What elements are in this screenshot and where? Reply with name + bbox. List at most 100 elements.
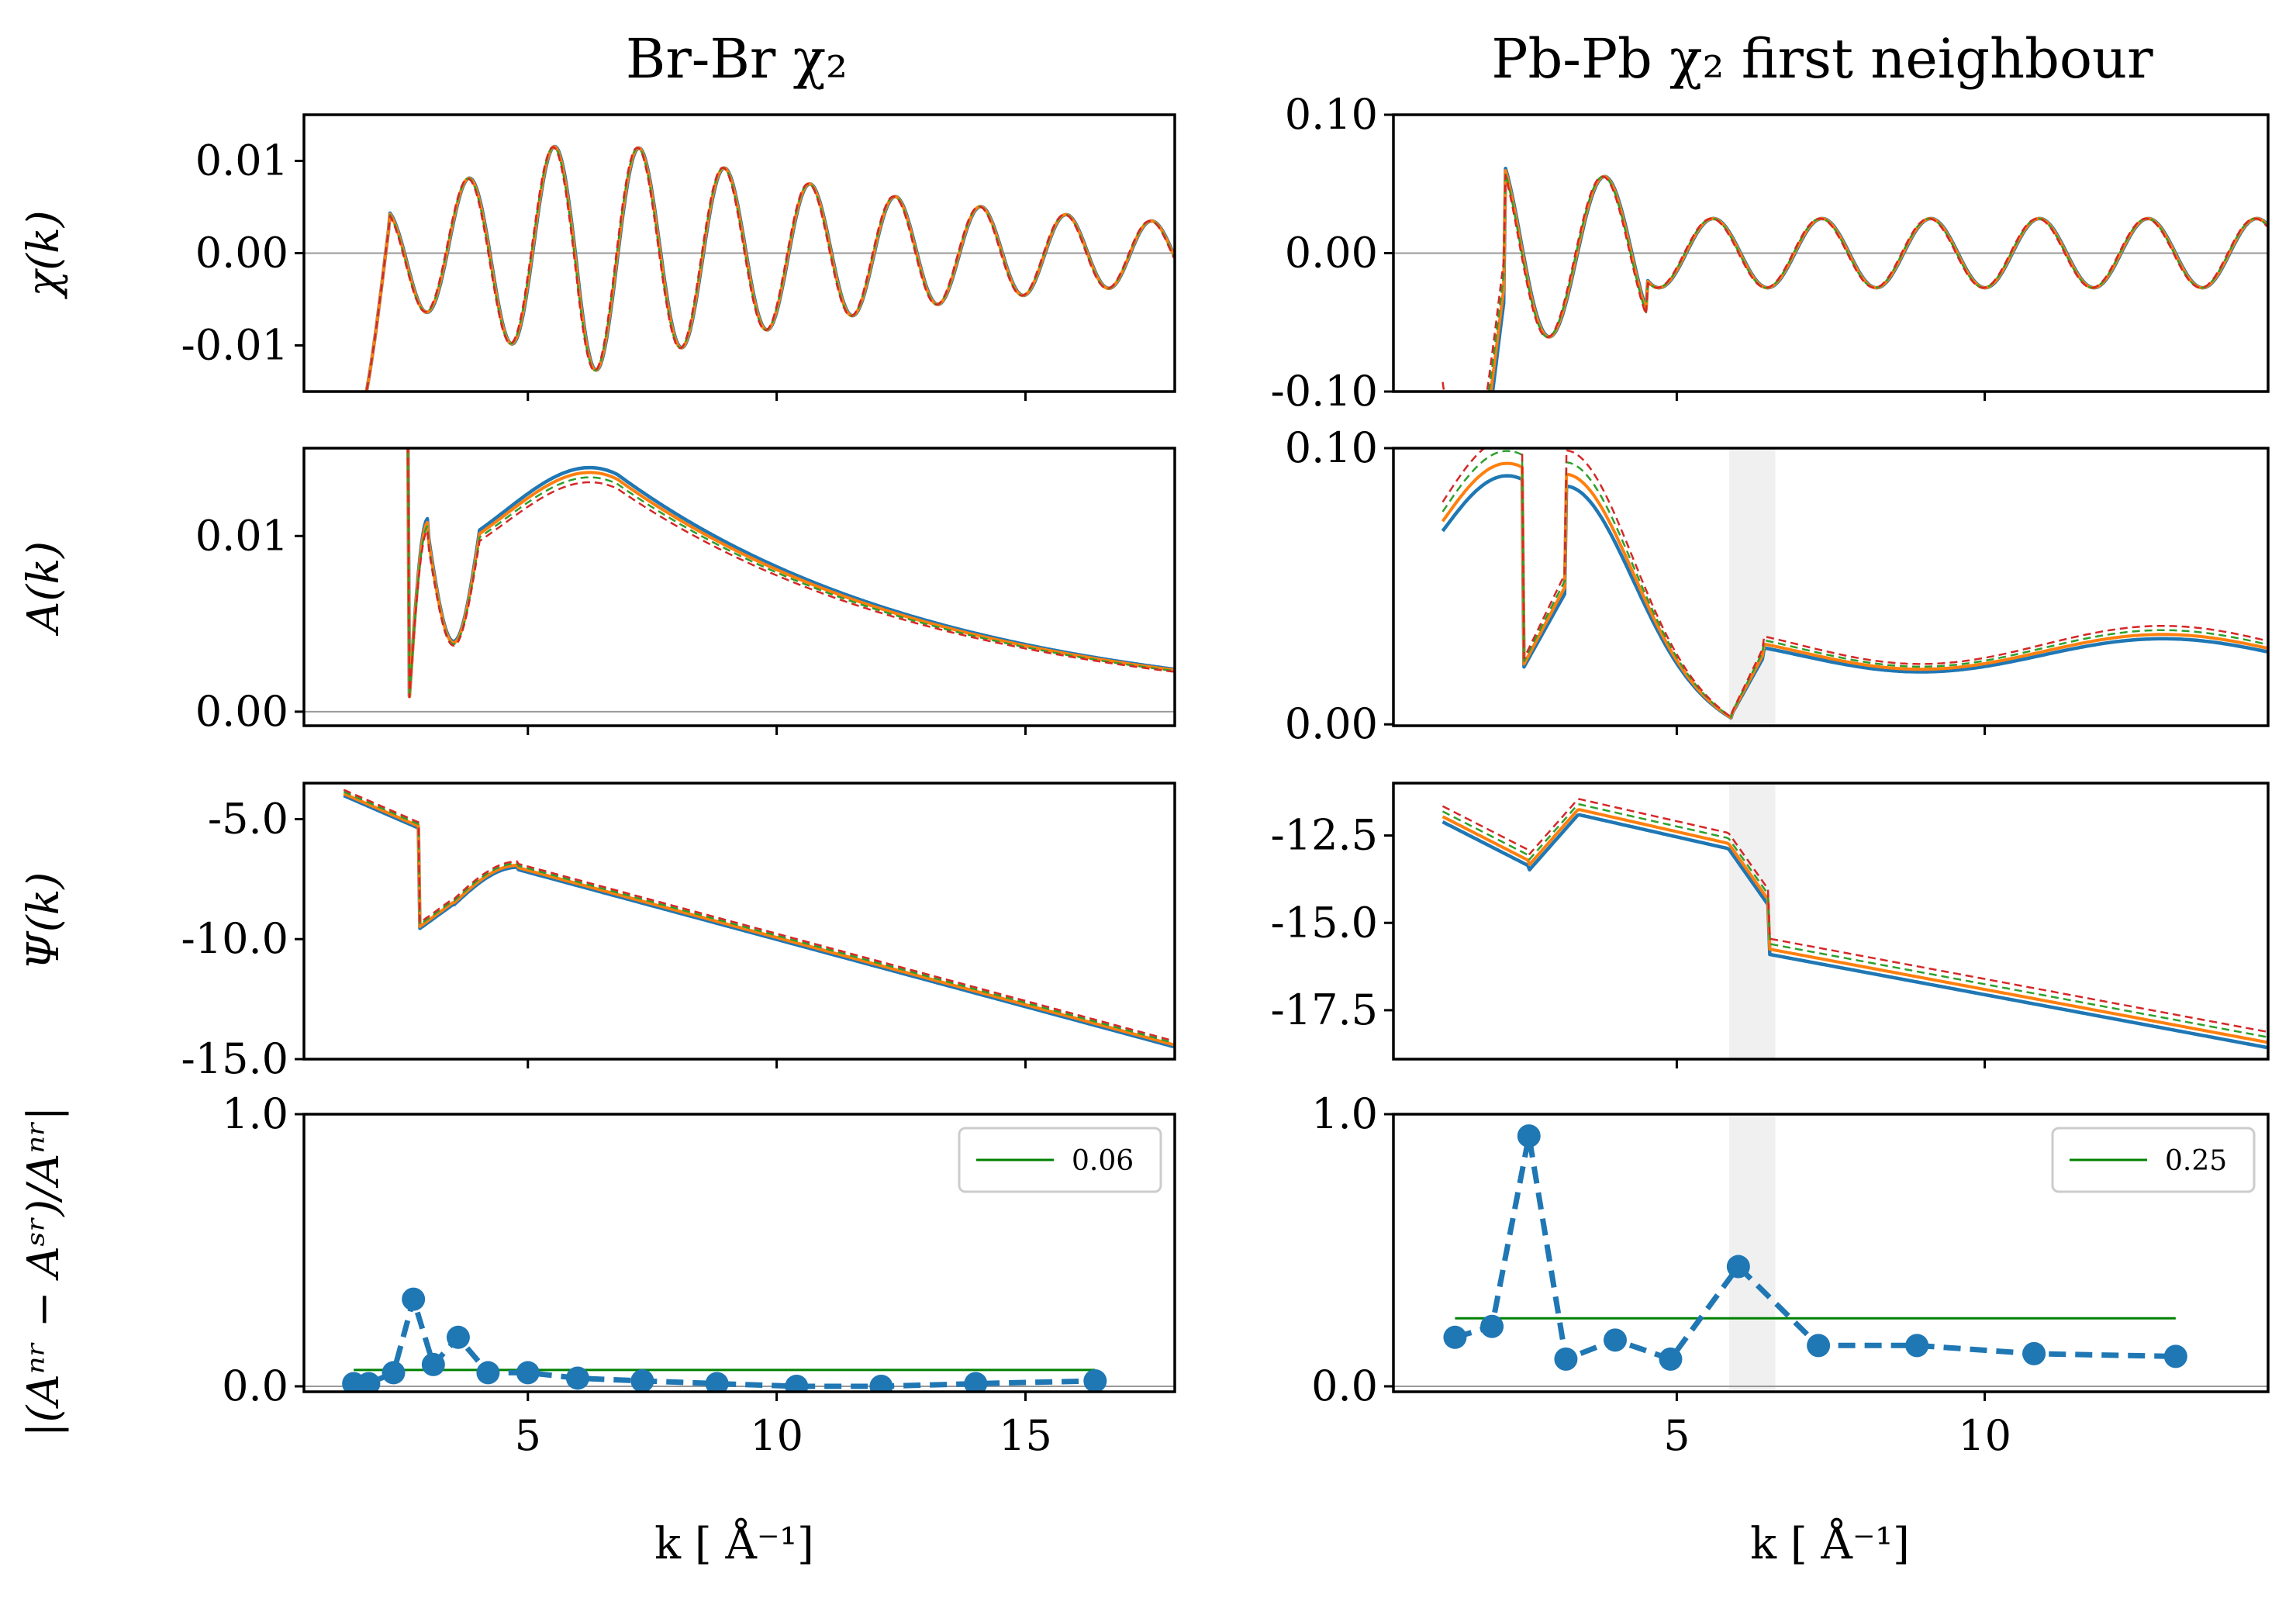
panel-L-chi: 0.01 0.00 -0.01 bbox=[181, 113, 1176, 401]
legend-box bbox=[2051, 1127, 2256, 1193]
y-tick-label: 0.00 bbox=[1285, 699, 1378, 748]
error-point bbox=[2022, 1341, 2046, 1365]
panel-R-amp: 0.10 0.00 bbox=[1285, 423, 2270, 748]
error-point bbox=[869, 1374, 893, 1392]
shaded-band bbox=[1728, 448, 1776, 726]
series-line-orange bbox=[343, 792, 1175, 1047]
panel-L-amp: 0.01 0.00 bbox=[195, 447, 1176, 736]
y-axis-label-error: |(Aⁿʳ − Aˢʳ)/Aⁿʳ| bbox=[19, 1106, 69, 1438]
series-line-blue bbox=[343, 794, 1175, 1049]
series-line-blue bbox=[364, 144, 1175, 392]
series-line-green bbox=[406, 448, 1174, 699]
plot-area-R-amp bbox=[1441, 448, 2267, 726]
y-axis-label-amplitude: A(k) bbox=[19, 541, 69, 637]
series-line-red bbox=[344, 448, 1174, 699]
error-series-line bbox=[354, 1289, 1096, 1389]
error-point bbox=[1554, 1347, 1578, 1371]
error-point bbox=[1603, 1328, 1627, 1352]
plot-area-R-err bbox=[1393, 1114, 2268, 1392]
y-tick-label: -15.0 bbox=[181, 1034, 288, 1083]
error-point bbox=[1443, 1325, 1467, 1349]
y-tick-label: -0.10 bbox=[1271, 367, 1378, 416]
error-point bbox=[1726, 1255, 1750, 1279]
series-line-green bbox=[365, 146, 1175, 392]
error-point bbox=[785, 1374, 809, 1392]
y-tick-label: 0.00 bbox=[195, 229, 288, 278]
legend-label: 0.25 bbox=[2165, 1145, 2227, 1177]
error-point bbox=[630, 1368, 654, 1392]
error-point bbox=[1480, 1314, 1504, 1338]
x-tick-label: 10 bbox=[1958, 1411, 2011, 1460]
plot-area-L-amp bbox=[304, 448, 1175, 713]
series-line-orange bbox=[364, 145, 1175, 392]
series-line-red bbox=[343, 789, 1175, 1042]
shaded-band bbox=[1728, 1114, 1776, 1392]
series-line-red bbox=[1441, 448, 2267, 718]
error-point bbox=[382, 1361, 406, 1385]
legend-box bbox=[958, 1127, 1162, 1193]
x-tick-label: 10 bbox=[750, 1411, 803, 1460]
plot-area-R-phase bbox=[1441, 783, 2267, 1059]
axes-frame bbox=[1392, 782, 2270, 1061]
y-tick-label: -10.0 bbox=[181, 914, 288, 963]
axes-frame bbox=[302, 782, 1176, 1061]
panel-R-phase: -12.5 -15.0 -17.5 bbox=[1271, 782, 2270, 1068]
y-tick-label: -12.5 bbox=[1271, 811, 1378, 860]
series-line-orange bbox=[406, 448, 1175, 699]
series-line-green bbox=[1441, 803, 2267, 1038]
axes-frame bbox=[1392, 447, 2270, 727]
error-point bbox=[516, 1361, 540, 1385]
y-tick-label: 0.00 bbox=[195, 687, 288, 736]
y-tick-label: 1.0 bbox=[1311, 1089, 1378, 1138]
series-line-green bbox=[1487, 171, 2268, 392]
panel-R-err: 1.0 0.0 5 10 0.25 bbox=[1311, 1089, 2270, 1460]
x-axis-label-right: k [ Å⁻¹] bbox=[1750, 1517, 1910, 1569]
error-point bbox=[1083, 1368, 1107, 1392]
plot-area-R-chi bbox=[1393, 166, 2268, 392]
error-point bbox=[964, 1372, 988, 1392]
series-line-blue bbox=[1441, 474, 2267, 720]
error-point bbox=[476, 1361, 500, 1385]
error-point bbox=[1517, 1124, 1541, 1148]
series-line-blue bbox=[1441, 813, 2267, 1050]
y-tick-label: 0.01 bbox=[195, 136, 288, 185]
y-tick-label: -15.0 bbox=[1271, 898, 1378, 947]
error-point bbox=[1807, 1334, 1831, 1358]
error-point bbox=[402, 1287, 426, 1311]
panel-L-phase: -5.0 -10.0 -15.0 bbox=[181, 782, 1176, 1083]
error-point bbox=[446, 1325, 470, 1349]
panel-L-err: 1.0 0.0 5 10 15 0.06 bbox=[222, 1089, 1176, 1460]
series-line-orange bbox=[1441, 808, 2267, 1044]
series-line-green bbox=[343, 790, 1175, 1044]
legend-label: 0.06 bbox=[1072, 1145, 1134, 1177]
series-line-red bbox=[1441, 798, 2267, 1033]
error-point bbox=[565, 1366, 589, 1390]
error-point bbox=[705, 1372, 729, 1392]
y-tick-label: 0.10 bbox=[1285, 90, 1378, 139]
y-tick-label: -0.01 bbox=[181, 321, 288, 370]
x-tick-label: 5 bbox=[515, 1411, 541, 1460]
series-line-orange bbox=[1441, 461, 2267, 720]
y-axis-label-phase: Ψ(k) bbox=[19, 872, 69, 971]
y-tick-label: 0.10 bbox=[1285, 423, 1378, 472]
y-tick-label: 0.00 bbox=[1285, 229, 1378, 278]
left-column-title: Br-Br χ₂ bbox=[626, 27, 848, 91]
series-line-red bbox=[1441, 174, 2268, 392]
legend: 0.25 bbox=[2051, 1127, 2256, 1193]
error-point bbox=[1905, 1334, 1929, 1358]
error-point bbox=[421, 1352, 445, 1376]
x-axis-label-left: k [ Å⁻¹] bbox=[654, 1517, 814, 1569]
panels: 0.01 0.00 -0.01 0.01 0.00 -5.0 -10.0 -15.0 1.0 0.… bbox=[181, 90, 2270, 1460]
x-tick-label: 5 bbox=[1663, 1411, 1690, 1460]
series-line-red bbox=[365, 146, 1175, 392]
plot-area-L-err bbox=[304, 1287, 1175, 1392]
axes-frame bbox=[302, 447, 1176, 727]
panel-R-chi: 0.10 0.00 -0.10 bbox=[1271, 90, 2270, 416]
plot-area-L-chi bbox=[304, 144, 1175, 392]
axes-frame bbox=[1392, 1113, 2270, 1393]
y-tick-label: 1.0 bbox=[222, 1089, 288, 1138]
y-tick-label: -17.5 bbox=[1271, 985, 1378, 1034]
y-tick-label: -5.0 bbox=[208, 794, 288, 843]
error-point bbox=[1659, 1347, 1683, 1371]
